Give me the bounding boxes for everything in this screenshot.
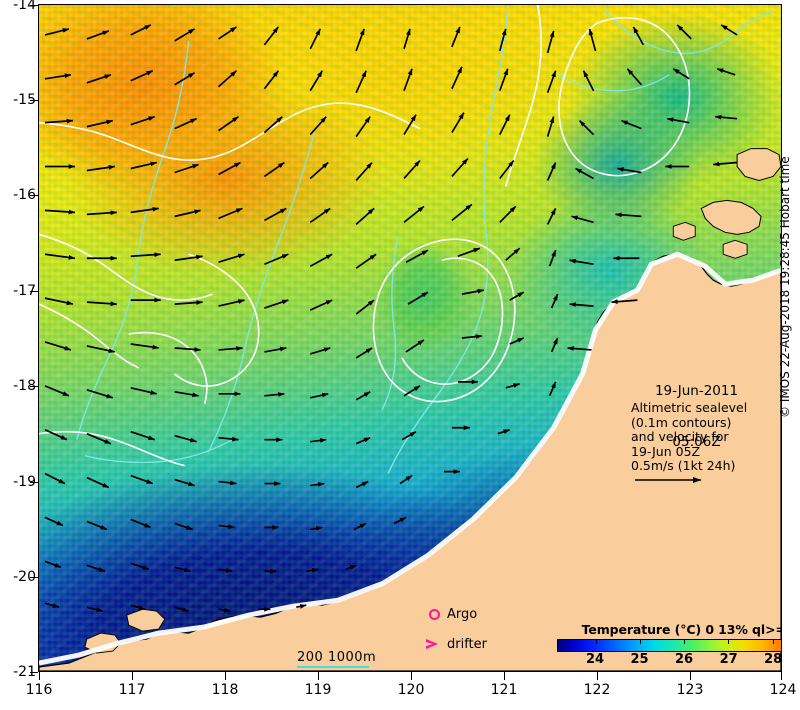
x-tick-mark xyxy=(781,672,782,680)
x-tick-label: 117 xyxy=(118,682,146,698)
reference-velocity-arrow xyxy=(635,477,702,483)
colorbar-tick: 26 xyxy=(675,652,694,667)
x-tick-label: 118 xyxy=(211,682,239,698)
island-group-north xyxy=(700,199,762,235)
copyright-notice: © IMOS 22-Aug-2018 19:28:45 Hobart time xyxy=(778,156,792,418)
colorbar-tick: 25 xyxy=(630,652,649,667)
y-tick-mark xyxy=(30,5,38,6)
temperature-colorbar: Temperature (°C) 0 13% ql>=2 24 25 26 27… xyxy=(557,622,781,667)
x-tick-mark xyxy=(225,672,226,680)
drifter-legend-label: drifter xyxy=(447,637,487,652)
x-tick-label: 121 xyxy=(490,682,518,698)
y-tick-label: -16 xyxy=(13,187,36,203)
x-tick-label: 122 xyxy=(583,682,611,698)
argo-float-icon xyxy=(429,609,440,620)
x-tick-mark xyxy=(504,672,505,680)
x-tick-mark xyxy=(318,672,319,680)
map-description: Altimetric sealevel (0.1m contours) and … xyxy=(631,400,748,473)
overlay-vectors-contours xyxy=(39,5,781,671)
y-tick-label: -20 xyxy=(13,569,36,585)
island-group-northeast xyxy=(736,148,781,181)
legend-drifter: drifter xyxy=(425,637,487,652)
colorbar-title: Temperature (°C) 0 13% ql>=2 xyxy=(581,622,781,637)
bathymetry-contours xyxy=(76,5,774,474)
y-tick-mark xyxy=(30,482,38,483)
y-tick-label: -17 xyxy=(13,283,36,299)
y-tick-mark xyxy=(30,100,38,101)
bathymetry-scalebar: 200 1000m xyxy=(297,650,376,668)
scalebar-line xyxy=(297,666,369,668)
island-small-1 xyxy=(672,221,696,241)
x-tick-label: 119 xyxy=(304,682,332,698)
colorbar-tick: 28 xyxy=(764,652,781,667)
y-tick-label: -21 xyxy=(13,664,36,680)
coastal-data-void xyxy=(39,251,781,666)
x-tick-mark xyxy=(690,672,691,680)
drifter-arrow-icon xyxy=(426,639,438,649)
colorbar-tick-labels: 24 25 26 27 28 xyxy=(557,652,781,667)
y-tick-label: -19 xyxy=(13,474,36,490)
map-time: 05:06Z xyxy=(672,434,721,450)
x-tick-mark xyxy=(597,672,598,680)
scalebar-label: 200 1000m xyxy=(297,650,377,665)
map-plot-area: 19-Jun-2011 05:06Z Altimetric sealevel (… xyxy=(38,4,782,672)
y-tick-label: -15 xyxy=(13,92,36,108)
y-tick-mark xyxy=(30,386,38,387)
map-date: 19-Jun-2011 xyxy=(654,383,739,399)
colorbar-tickmarks xyxy=(558,640,781,651)
island-small-2 xyxy=(722,239,748,259)
y-tick-label: -14 xyxy=(13,0,36,13)
x-tick-mark xyxy=(39,672,40,680)
y-tick-mark xyxy=(30,577,38,578)
island-dampier xyxy=(126,608,166,632)
colorbar-tick: 24 xyxy=(585,652,605,667)
argo-legend-label: Argo xyxy=(447,607,478,622)
sealevel-contours xyxy=(39,5,691,467)
y-tick-mark xyxy=(30,195,38,196)
land-mask xyxy=(39,5,781,671)
y-tick-mark xyxy=(30,672,38,673)
colorbar-tick: 27 xyxy=(719,652,738,667)
map-title-block: 19-Jun-2011 05:06Z xyxy=(634,349,759,485)
x-tick-mark xyxy=(132,672,133,680)
x-tick-mark xyxy=(411,672,412,680)
x-tick-label: 116 xyxy=(25,682,53,698)
x-tick-label: 123 xyxy=(676,682,704,698)
x-tick-label: 124 xyxy=(769,682,797,698)
x-tick-label: 120 xyxy=(397,682,425,698)
y-tick-mark xyxy=(30,291,38,292)
colorbar-gradient xyxy=(557,639,781,652)
y-tick-label: -18 xyxy=(13,378,36,394)
legend-argo: Argo xyxy=(429,607,477,622)
velocity-vectors xyxy=(44,24,738,613)
